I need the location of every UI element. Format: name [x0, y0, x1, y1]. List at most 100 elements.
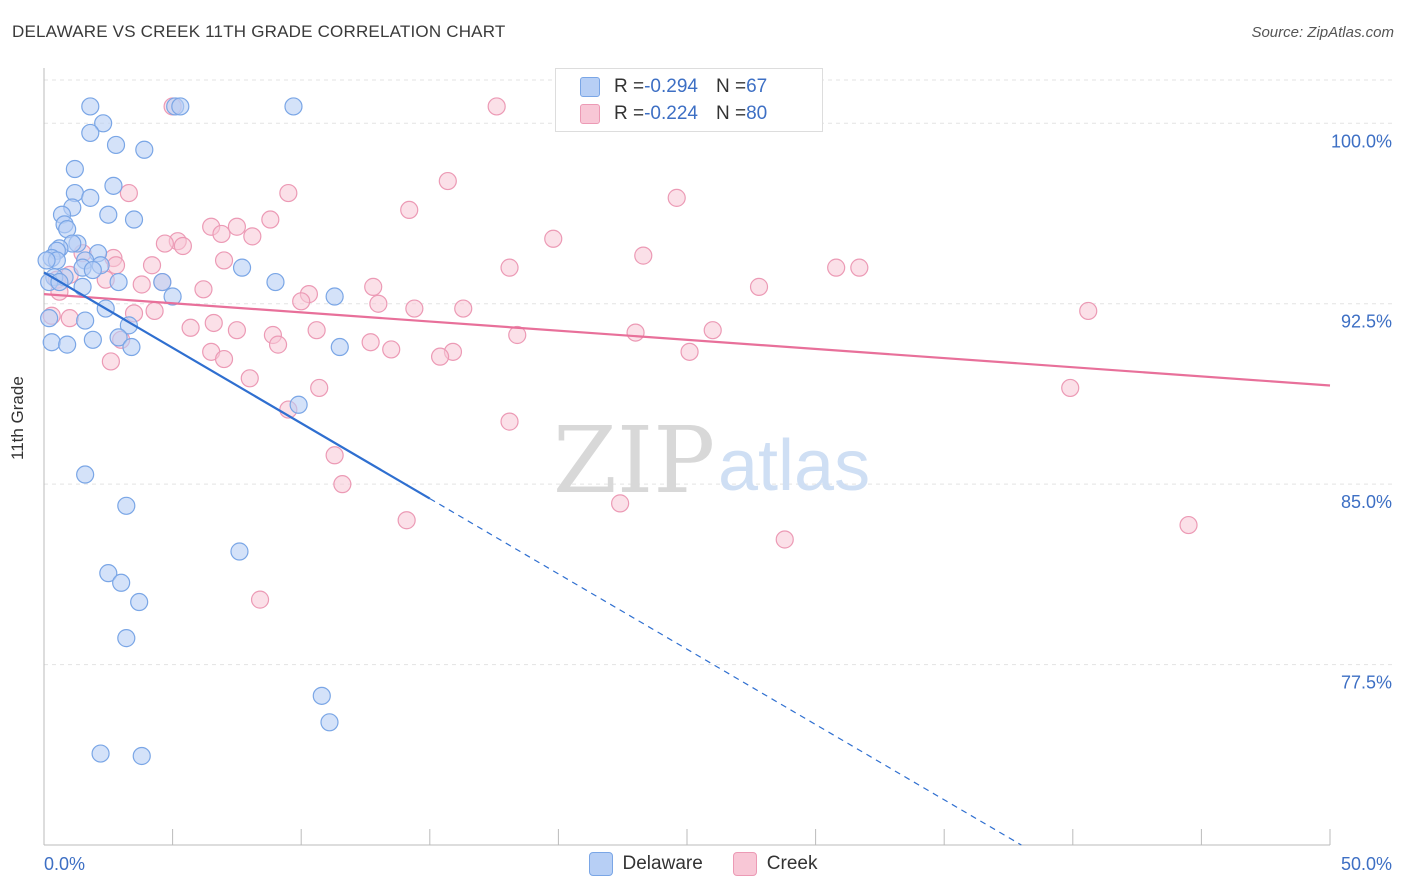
delaware-point [112, 573, 131, 592]
delaware-point [76, 311, 95, 330]
delaware-point [76, 465, 95, 484]
creek-point [500, 258, 519, 277]
delaware-points [37, 97, 349, 766]
delaware-point [109, 272, 128, 292]
creek-point [142, 256, 162, 275]
delaware-point [104, 176, 123, 195]
creek-point [212, 224, 231, 244]
legend-r-value-delaware: -0.294 [644, 76, 698, 97]
legend-n-value-delaware: 67 [746, 76, 768, 97]
creek-point [204, 313, 223, 333]
creek-point [749, 277, 769, 296]
delaware-point [153, 272, 172, 292]
creek-point [194, 280, 213, 299]
delaware-point [284, 97, 303, 116]
creek-point [145, 301, 164, 321]
creek-point [775, 530, 794, 549]
creek-point [227, 321, 246, 340]
creek-point [106, 256, 126, 275]
creek-point [279, 183, 298, 203]
delaware-point [163, 287, 182, 306]
creek-point [227, 217, 246, 236]
delaware-point [312, 686, 331, 705]
creek-point [827, 258, 846, 277]
stats-legend: R = -0.294 N = 67 R = -0.224 N = 80 [555, 68, 823, 132]
creek-point [634, 246, 653, 265]
creek-point [119, 183, 138, 203]
delaware-point [232, 258, 252, 277]
creek-point [361, 333, 380, 352]
delaware-point [132, 746, 151, 766]
delaware-point [94, 114, 113, 133]
legend-n-label: N = [715, 103, 747, 124]
creek-point [369, 294, 388, 313]
creek-point [405, 299, 424, 318]
creek-point [382, 340, 401, 359]
creek-point [181, 318, 200, 337]
creek-point [430, 347, 450, 366]
delaware-point [325, 287, 344, 306]
creek-point [1061, 378, 1080, 398]
legend-item-delaware: Delaware [588, 852, 703, 876]
creek-point [703, 321, 722, 340]
legend-n-label: N = [715, 76, 747, 97]
delaware-point [81, 123, 100, 143]
delaware-point [330, 337, 349, 357]
legend-swatch-delaware [580, 77, 600, 97]
creek-point [680, 342, 699, 361]
series-legend: Delaware Creek [0, 852, 1406, 876]
creek-point [173, 236, 192, 256]
chart-source: Source: ZipAtlas.com [1251, 24, 1394, 41]
delaware-point [171, 97, 190, 116]
creek-point [307, 321, 326, 340]
creek-point [214, 251, 234, 270]
creek-point [500, 412, 519, 431]
legend-row-delaware: R = -0.294 N = 67 [580, 74, 767, 100]
y-tick-label: 77.5% [1341, 673, 1392, 693]
creek-point [364, 277, 383, 296]
watermark: ZIP atlas [553, 407, 870, 514]
creek-point [310, 378, 329, 398]
delaware-point [119, 316, 138, 335]
y-tick-label: 100.0% [1331, 131, 1392, 151]
tick-labels: 77.5% 85.0% 92.5% 100.0% 0.0% 50.0% [44, 131, 1392, 874]
legend-label-delaware: Delaware [622, 853, 703, 874]
creek-point [487, 97, 506, 116]
delaware-point [91, 744, 110, 763]
legend-r-label: R = [614, 76, 645, 97]
delaware-point [106, 135, 126, 155]
creek-point [544, 229, 563, 248]
creek-point [438, 171, 457, 191]
delaware-point [320, 713, 339, 732]
delaware-point [40, 309, 59, 328]
x-tick-label-max: 50.0% [1341, 854, 1392, 874]
delaware-point [266, 272, 285, 292]
creek-point [155, 234, 174, 253]
delaware-point [130, 592, 149, 612]
creek-point [243, 227, 262, 246]
delaware-point [42, 333, 61, 352]
creek-point [400, 200, 419, 220]
creek-point [667, 188, 686, 207]
chart-title: DELAWARE VS CREEK 11TH GRADE CORRELATION… [12, 22, 506, 41]
creek-point [611, 494, 630, 513]
delaware-trend-line [43, 271, 431, 500]
delaware-point [83, 260, 102, 280]
creek-point [1079, 301, 1098, 321]
legend-r-label: R = [614, 103, 645, 124]
creek-point [626, 323, 645, 342]
legend-row-creek: R = -0.224 N = 80 [580, 101, 767, 127]
legend-n-value-creek: 80 [746, 103, 768, 124]
delaware-point [37, 251, 56, 270]
delaware-point [109, 328, 128, 347]
watermark-atlas: atlas [718, 426, 870, 506]
creek-point [333, 475, 352, 494]
delaware-point [124, 210, 144, 229]
delaware-point [117, 496, 136, 515]
trend-lines [43, 271, 1331, 846]
creek-point [397, 511, 416, 530]
legend-item-creek: Creek [732, 852, 817, 876]
creek-point [454, 299, 473, 318]
y-tick-label: 92.5% [1341, 312, 1392, 332]
